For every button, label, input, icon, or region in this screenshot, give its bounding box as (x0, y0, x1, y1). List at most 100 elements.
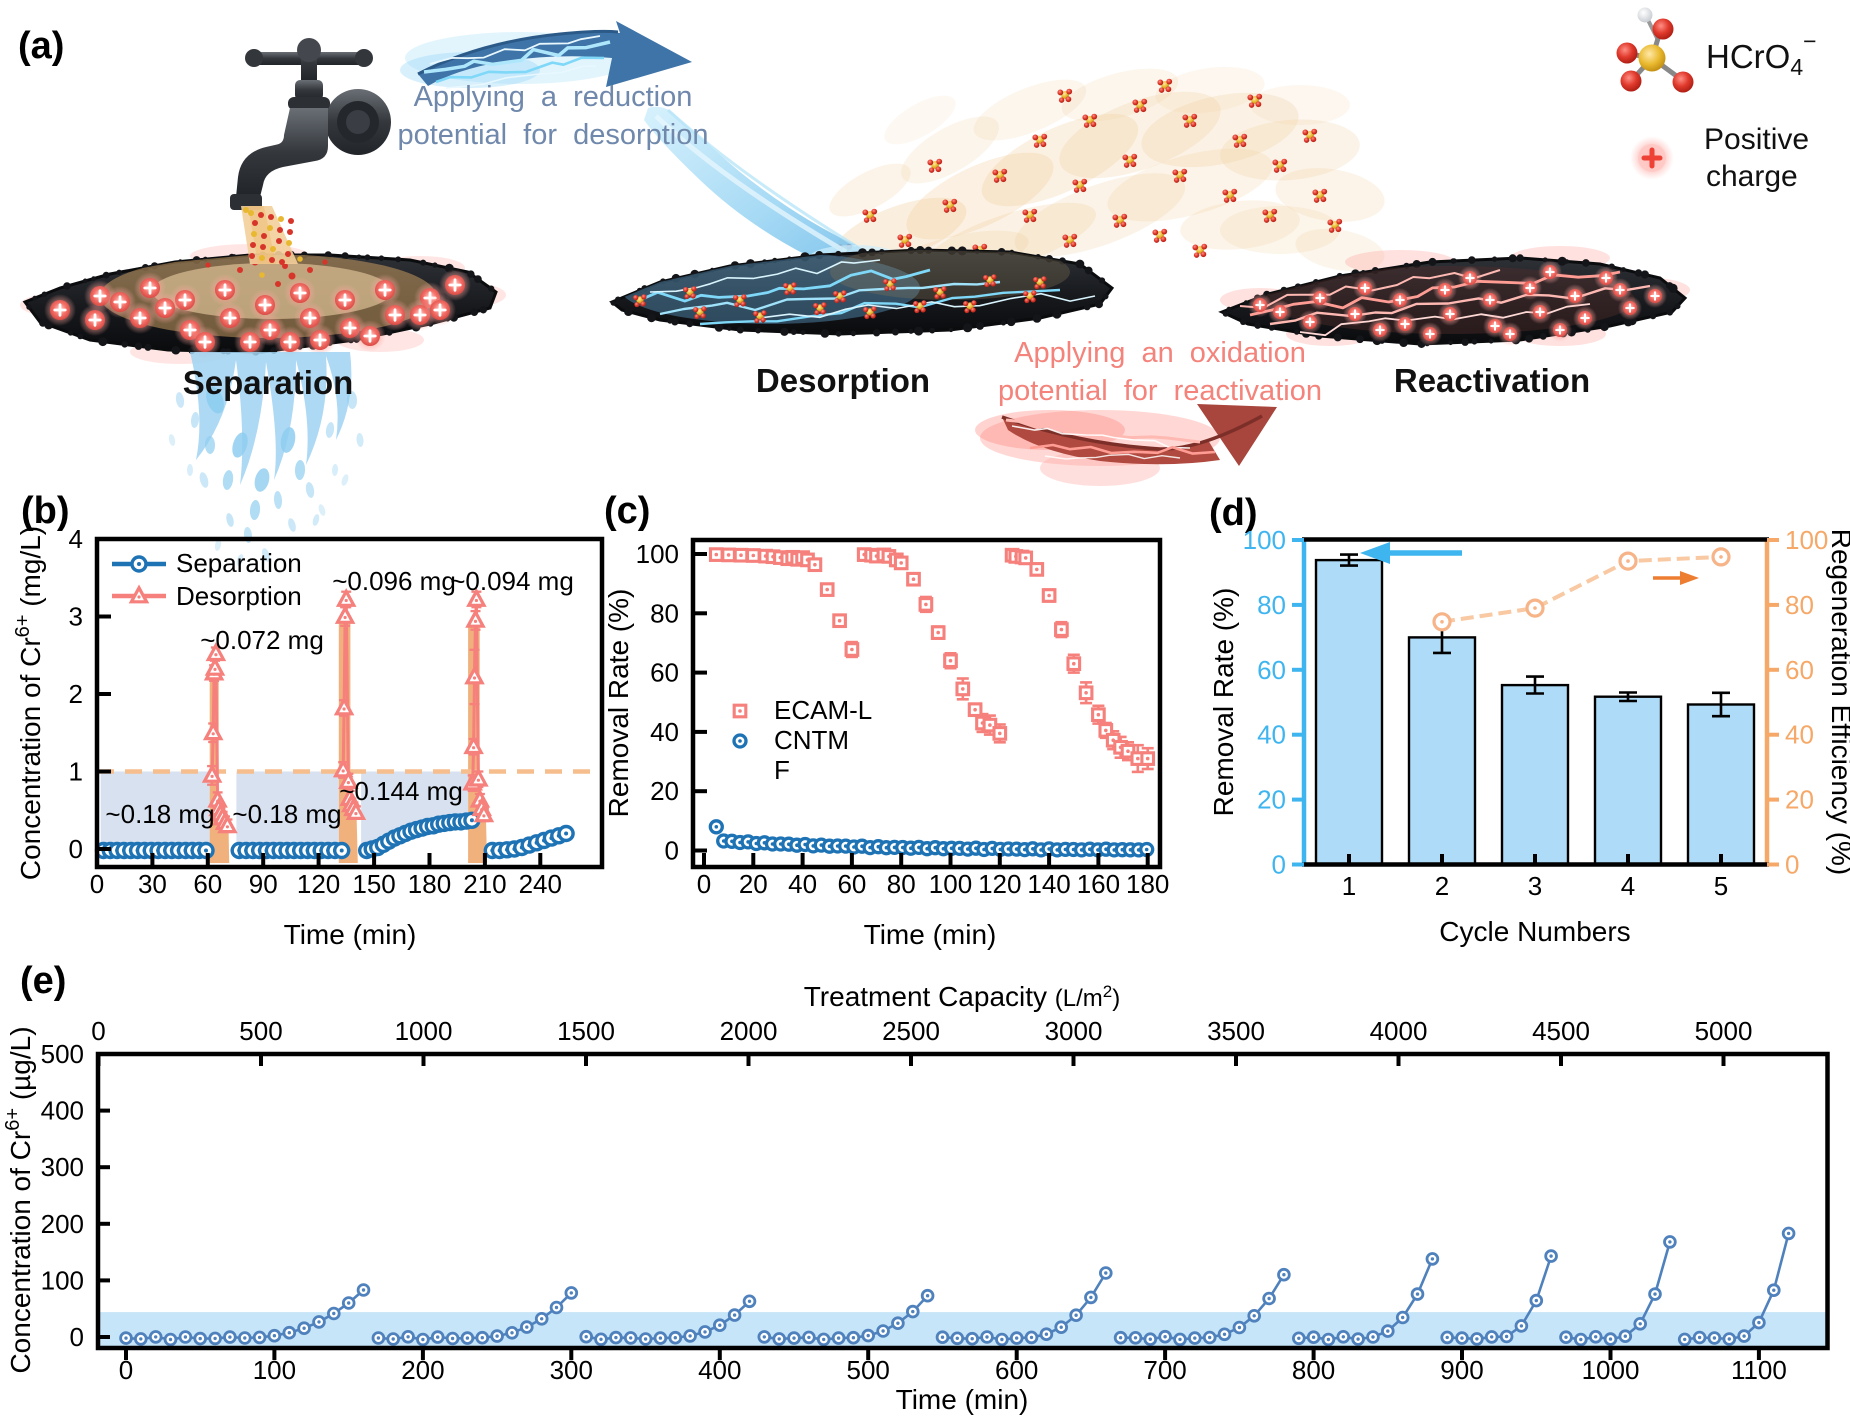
svg-text:0: 0 (697, 869, 711, 899)
svg-text:900: 900 (1440, 1355, 1483, 1385)
svg-text:2500: 2500 (882, 1016, 940, 1046)
svg-text:1000: 1000 (1582, 1355, 1640, 1385)
svg-text:(e): (e) (20, 960, 66, 1002)
svg-text:100: 100 (636, 539, 679, 569)
svg-text:(d): (d) (1209, 492, 1258, 534)
svg-text:0: 0 (91, 1016, 105, 1046)
svg-text:3: 3 (69, 602, 83, 632)
svg-text:4000: 4000 (1370, 1016, 1428, 1046)
svg-text:F: F (774, 755, 790, 785)
svg-text:potential for desorption: potential for desorption (397, 119, 708, 151)
svg-text:Time (min): Time (min) (284, 919, 417, 950)
svg-text:(c): (c) (604, 490, 650, 532)
svg-text:3500: 3500 (1207, 1016, 1265, 1046)
svg-text:100: 100 (253, 1355, 296, 1385)
svg-text:0: 0 (665, 836, 679, 866)
svg-text:20: 20 (1785, 785, 1814, 815)
svg-text:0: 0 (1785, 850, 1799, 880)
svg-text:90: 90 (249, 869, 278, 899)
svg-text:Regeneration Efficiency (%): Regeneration Efficiency (%) (1826, 529, 1850, 876)
svg-text:2: 2 (1435, 871, 1449, 901)
svg-text:1000: 1000 (395, 1016, 453, 1046)
svg-text:~0.18 mg: ~0.18 mg (105, 799, 214, 829)
svg-text:700: 700 (1143, 1355, 1186, 1385)
svg-text:500: 500 (847, 1355, 890, 1385)
svg-text:2: 2 (69, 679, 83, 709)
svg-text:100: 100 (929, 869, 972, 899)
svg-text:60: 60 (193, 869, 222, 899)
svg-text:1: 1 (1342, 871, 1356, 901)
svg-text:1500: 1500 (557, 1016, 615, 1046)
svg-text:400: 400 (698, 1355, 741, 1385)
svg-text:Concentration of Cr6+ (µg/L): Concentration of Cr6+ (µg/L) (2, 1026, 36, 1373)
svg-text:ECAM-L: ECAM-L (774, 695, 872, 725)
svg-text:180: 180 (408, 869, 451, 899)
svg-text:(a): (a) (18, 25, 64, 67)
svg-text:Removal Rate (%): Removal Rate (%) (603, 589, 634, 818)
svg-text:400: 400 (41, 1096, 84, 1126)
svg-text:Treatment Capacity (L/m2): Treatment Capacity (L/m2) (804, 981, 1121, 1012)
svg-text:60: 60 (1785, 655, 1814, 685)
svg-text:30: 30 (138, 869, 167, 899)
svg-text:180: 180 (1126, 869, 1169, 899)
svg-text:4: 4 (1621, 871, 1635, 901)
svg-text:500: 500 (239, 1016, 282, 1046)
svg-text:Separation: Separation (176, 548, 302, 578)
svg-text:~0.144 mg: ~0.144 mg (339, 776, 463, 806)
svg-text:Desorption: Desorption (176, 581, 302, 611)
svg-text:0: 0 (119, 1355, 133, 1385)
svg-text:300: 300 (41, 1152, 84, 1182)
svg-text:4500: 4500 (1532, 1016, 1590, 1046)
svg-text:800: 800 (1292, 1355, 1335, 1385)
svg-text:40: 40 (650, 717, 679, 747)
svg-text:60: 60 (1257, 655, 1286, 685)
svg-text:80: 80 (887, 869, 916, 899)
svg-text:0: 0 (90, 869, 104, 899)
svg-text:20: 20 (650, 776, 679, 806)
svg-text:4: 4 (69, 524, 83, 554)
svg-text:80: 80 (650, 598, 679, 628)
svg-text:120: 120 (978, 869, 1021, 899)
svg-text:80: 80 (1257, 590, 1286, 620)
svg-text:Concentration of Cr6+ (mg/L): Concentration of Cr6+ (mg/L) (12, 526, 46, 880)
svg-text:potential for reactivation: potential for reactivation (998, 375, 1322, 407)
svg-text:Removal Rate (%): Removal Rate (%) (1208, 588, 1239, 817)
svg-text:600: 600 (995, 1355, 1038, 1385)
svg-text:60: 60 (650, 658, 679, 688)
svg-text:charge: charge (1706, 160, 1798, 193)
svg-text:2000: 2000 (720, 1016, 778, 1046)
svg-text:120: 120 (297, 869, 340, 899)
svg-text:~0.072 mg: ~0.072 mg (200, 625, 324, 655)
svg-text:40: 40 (1785, 720, 1814, 750)
svg-text:~0.096 mg: ~0.096 mg (332, 566, 456, 596)
svg-text:CNTM: CNTM (774, 725, 849, 755)
svg-text:300: 300 (550, 1355, 593, 1385)
svg-text:~0.18 mg: ~0.18 mg (232, 799, 341, 829)
svg-text:(b): (b) (21, 490, 70, 532)
svg-text:3000: 3000 (1045, 1016, 1103, 1046)
svg-text:100: 100 (1243, 525, 1286, 555)
svg-text:140: 140 (1027, 869, 1070, 899)
svg-text:Separation: Separation (183, 364, 354, 401)
svg-text:~0.094 mg: ~0.094 mg (450, 566, 574, 596)
svg-text:210: 210 (463, 869, 506, 899)
svg-text:Desorption: Desorption (756, 362, 930, 399)
svg-text:100: 100 (1785, 525, 1828, 555)
svg-text:Time (min): Time (min) (864, 919, 997, 950)
svg-text:240: 240 (519, 869, 562, 899)
svg-text:20: 20 (1257, 785, 1286, 815)
svg-text:1100: 1100 (1731, 1355, 1787, 1385)
svg-text:20: 20 (739, 869, 768, 899)
svg-text:0: 0 (69, 834, 83, 864)
svg-text:160: 160 (1077, 869, 1120, 899)
svg-text:Applying a reduction: Applying a reduction (414, 81, 693, 113)
svg-text:Cycle Numbers: Cycle Numbers (1439, 916, 1630, 947)
svg-text:5: 5 (1714, 871, 1728, 901)
svg-text:500: 500 (41, 1039, 84, 1069)
svg-text:80: 80 (1785, 590, 1814, 620)
svg-text:200: 200 (401, 1355, 444, 1385)
svg-text:Reactivation: Reactivation (1394, 362, 1590, 399)
svg-text:Positive: Positive (1704, 123, 1809, 156)
svg-text:200: 200 (41, 1209, 84, 1239)
svg-text:Time (min): Time (min) (896, 1384, 1029, 1415)
